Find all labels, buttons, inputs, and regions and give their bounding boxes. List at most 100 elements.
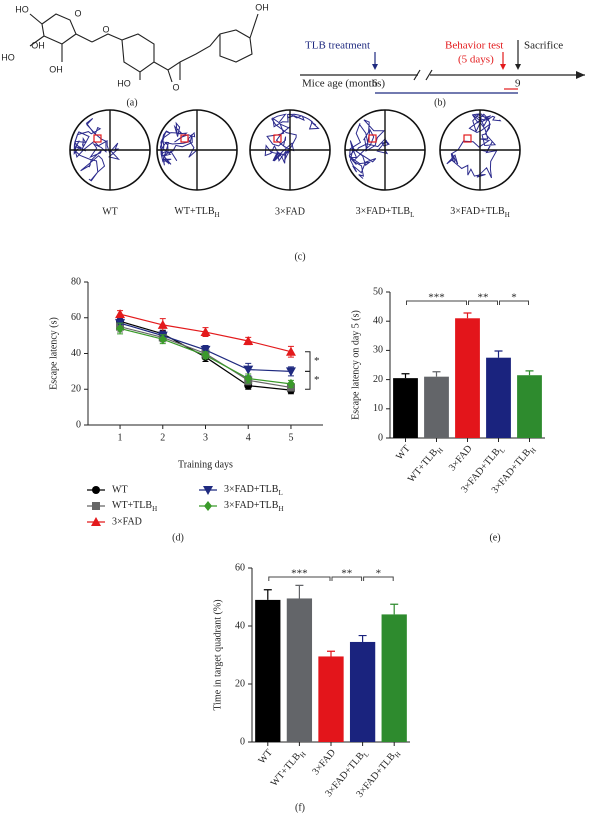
y-tick-label: 20 (71, 384, 81, 395)
significance-label: * (511, 292, 517, 304)
x-tick-label: WT+TLBH (269, 747, 307, 789)
group-label: WT (102, 206, 118, 217)
atom-label: OH (31, 40, 45, 50)
significance-label: ** (478, 292, 489, 304)
error-bar (525, 370, 534, 376)
panel-label: (d) (172, 532, 184, 543)
atom-label: OH (255, 2, 269, 12)
x-tick-label: 3×FAD (447, 443, 475, 473)
timeline-text: (5 days) (458, 54, 494, 66)
legend-label: 3×FAD+TLBL (224, 484, 283, 496)
marker (285, 346, 296, 356)
panel-label: (e) (489, 532, 500, 543)
atom-label: OH (49, 64, 63, 74)
bar (517, 375, 542, 438)
panel-label: (b) (434, 97, 446, 108)
y-tick-label: 40 (71, 348, 81, 359)
marker (286, 378, 295, 389)
marker (285, 367, 296, 377)
x-tick-label: 3 (203, 432, 208, 443)
group-label: 3×FAD (275, 206, 305, 217)
timeline-text: TLB treatment (305, 40, 370, 52)
significance-label: * (314, 355, 320, 367)
timeline-text: Behavior test (445, 40, 503, 52)
significance-bracket (363, 576, 394, 581)
atom-label: HO (1, 52, 15, 62)
x-tick-label: WT (256, 747, 274, 766)
y-tick-label: 0 (378, 432, 383, 443)
marker (244, 373, 253, 384)
error-bar (327, 650, 335, 657)
y-axis-label: Escape latency on day 5 (s) (350, 310, 361, 420)
y-tick-label: 20 (373, 374, 383, 385)
bar (393, 378, 418, 438)
legend-marker (203, 486, 213, 495)
error-bar (358, 634, 367, 642)
y-tick-label: 40 (235, 620, 245, 631)
significance-bracket (305, 370, 311, 390)
bar (381, 614, 407, 742)
error-bar (401, 373, 410, 379)
y-tick-label: 30 (373, 345, 383, 356)
y-tick-label: 0 (76, 419, 81, 430)
y-tick-label: 0 (240, 736, 245, 747)
y-tick-label: 20 (235, 678, 245, 689)
error-bar (390, 603, 399, 615)
x-tick-label: 1 (118, 432, 123, 443)
legend-marker (91, 517, 101, 526)
significance-label: ** (341, 568, 352, 580)
x-tick-label: 5 (288, 432, 293, 443)
y-axis-label: Escape latency (s) (48, 317, 59, 390)
platform (463, 134, 472, 143)
marker (116, 323, 125, 334)
platform (180, 134, 189, 143)
marker (158, 334, 167, 345)
timeline-text: 9 (515, 78, 521, 90)
y-axis-label: Time in target quadrant (%) (212, 599, 223, 710)
bar (255, 599, 281, 742)
x-tick-label: WT+TLBH (406, 443, 444, 485)
timeline-text: 6 (372, 78, 378, 90)
group-label: 3×FAD+TLBH (450, 206, 510, 218)
bar (424, 376, 449, 438)
legend-label: 3×FAD (112, 516, 142, 527)
timeline-text: Sacrifice (524, 40, 563, 52)
y-tick-label: 60 (71, 312, 81, 323)
significance-bracket (268, 576, 331, 581)
significance-label: * (314, 374, 320, 386)
y-tick-label: 40 (373, 315, 383, 326)
x-tick-label: WT (394, 443, 412, 462)
legend-marker (92, 486, 100, 494)
significance-bracket (331, 576, 363, 581)
error-bar (263, 589, 272, 600)
marker (243, 365, 254, 375)
structure-bonds (29, 13, 259, 83)
panel-label: (a) (126, 97, 137, 108)
swim-track (264, 113, 320, 164)
bar (349, 641, 376, 742)
x-tick-label: 4 (246, 432, 251, 443)
y-tick-label: 80 (71, 276, 81, 287)
error-bar (432, 371, 441, 377)
significance-bracket (305, 351, 311, 372)
y-tick-label: 60 (235, 562, 245, 573)
atom-label: O (74, 8, 81, 18)
platform (368, 134, 377, 143)
legend-label: WT+TLBH (112, 500, 157, 512)
swim-track (348, 119, 390, 179)
error-bar (494, 350, 503, 358)
marker (115, 309, 126, 319)
bar (486, 357, 511, 438)
marker (243, 335, 254, 345)
significance-bracket (406, 300, 467, 305)
atom-label: HO (117, 78, 131, 88)
legend-marker (92, 502, 100, 510)
legend-label: 3×FAD+TLBH (224, 500, 284, 512)
error-bar (295, 584, 304, 599)
marker (200, 327, 211, 337)
significance-bracket (468, 300, 498, 305)
panel-label: (f) (295, 802, 305, 813)
significance-bracket (499, 300, 529, 305)
y-tick-label: 50 (373, 286, 383, 297)
